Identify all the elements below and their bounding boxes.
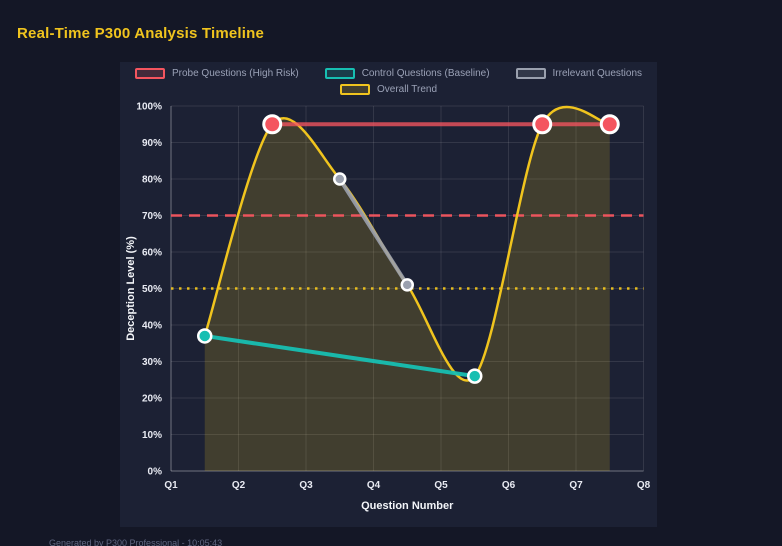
data-point[interactable] — [467, 368, 483, 384]
legend-row-2: Overall Trend — [120, 84, 657, 95]
legend-swatch-probe — [134, 68, 165, 79]
page-title: Real-Time P300 Analysis Timeline — [17, 25, 265, 42]
data-point[interactable] — [262, 114, 283, 135]
footer-generated-note: Generated by P300 Professional - 10:05:4… — [49, 538, 223, 546]
legend-swatch-irrelevant — [515, 68, 546, 79]
chart-legend: Probe Questions (High Risk) Control Ques… — [120, 68, 657, 100]
legend-label-probe: Probe Questions (High Risk) — [171, 68, 299, 79]
data-point[interactable] — [333, 172, 347, 186]
legend-label-trend: Overall Trend — [376, 84, 438, 95]
legend-swatch-trend — [339, 84, 370, 95]
data-point[interactable] — [532, 114, 553, 135]
legend-swatch-control — [324, 68, 355, 79]
legend-item-overall-trend[interactable]: Overall Trend — [339, 84, 438, 95]
legend-item-irrelevant-questions[interactable]: Irrelevant Questions — [515, 68, 643, 79]
data-point[interactable] — [197, 328, 213, 344]
legend-label-control: Control Questions (Baseline) — [361, 68, 490, 79]
data-point[interactable] — [599, 114, 620, 135]
legend-item-probe-questions[interactable]: Probe Questions (High Risk) — [134, 68, 299, 79]
legend-item-control-questions[interactable]: Control Questions (Baseline) — [324, 68, 490, 79]
data-point[interactable] — [400, 278, 414, 292]
chart-panel — [120, 62, 657, 527]
legend-label-irrelevant: Irrelevant Questions — [552, 68, 643, 79]
legend-row-1: Probe Questions (High Risk) Control Ques… — [120, 68, 657, 79]
